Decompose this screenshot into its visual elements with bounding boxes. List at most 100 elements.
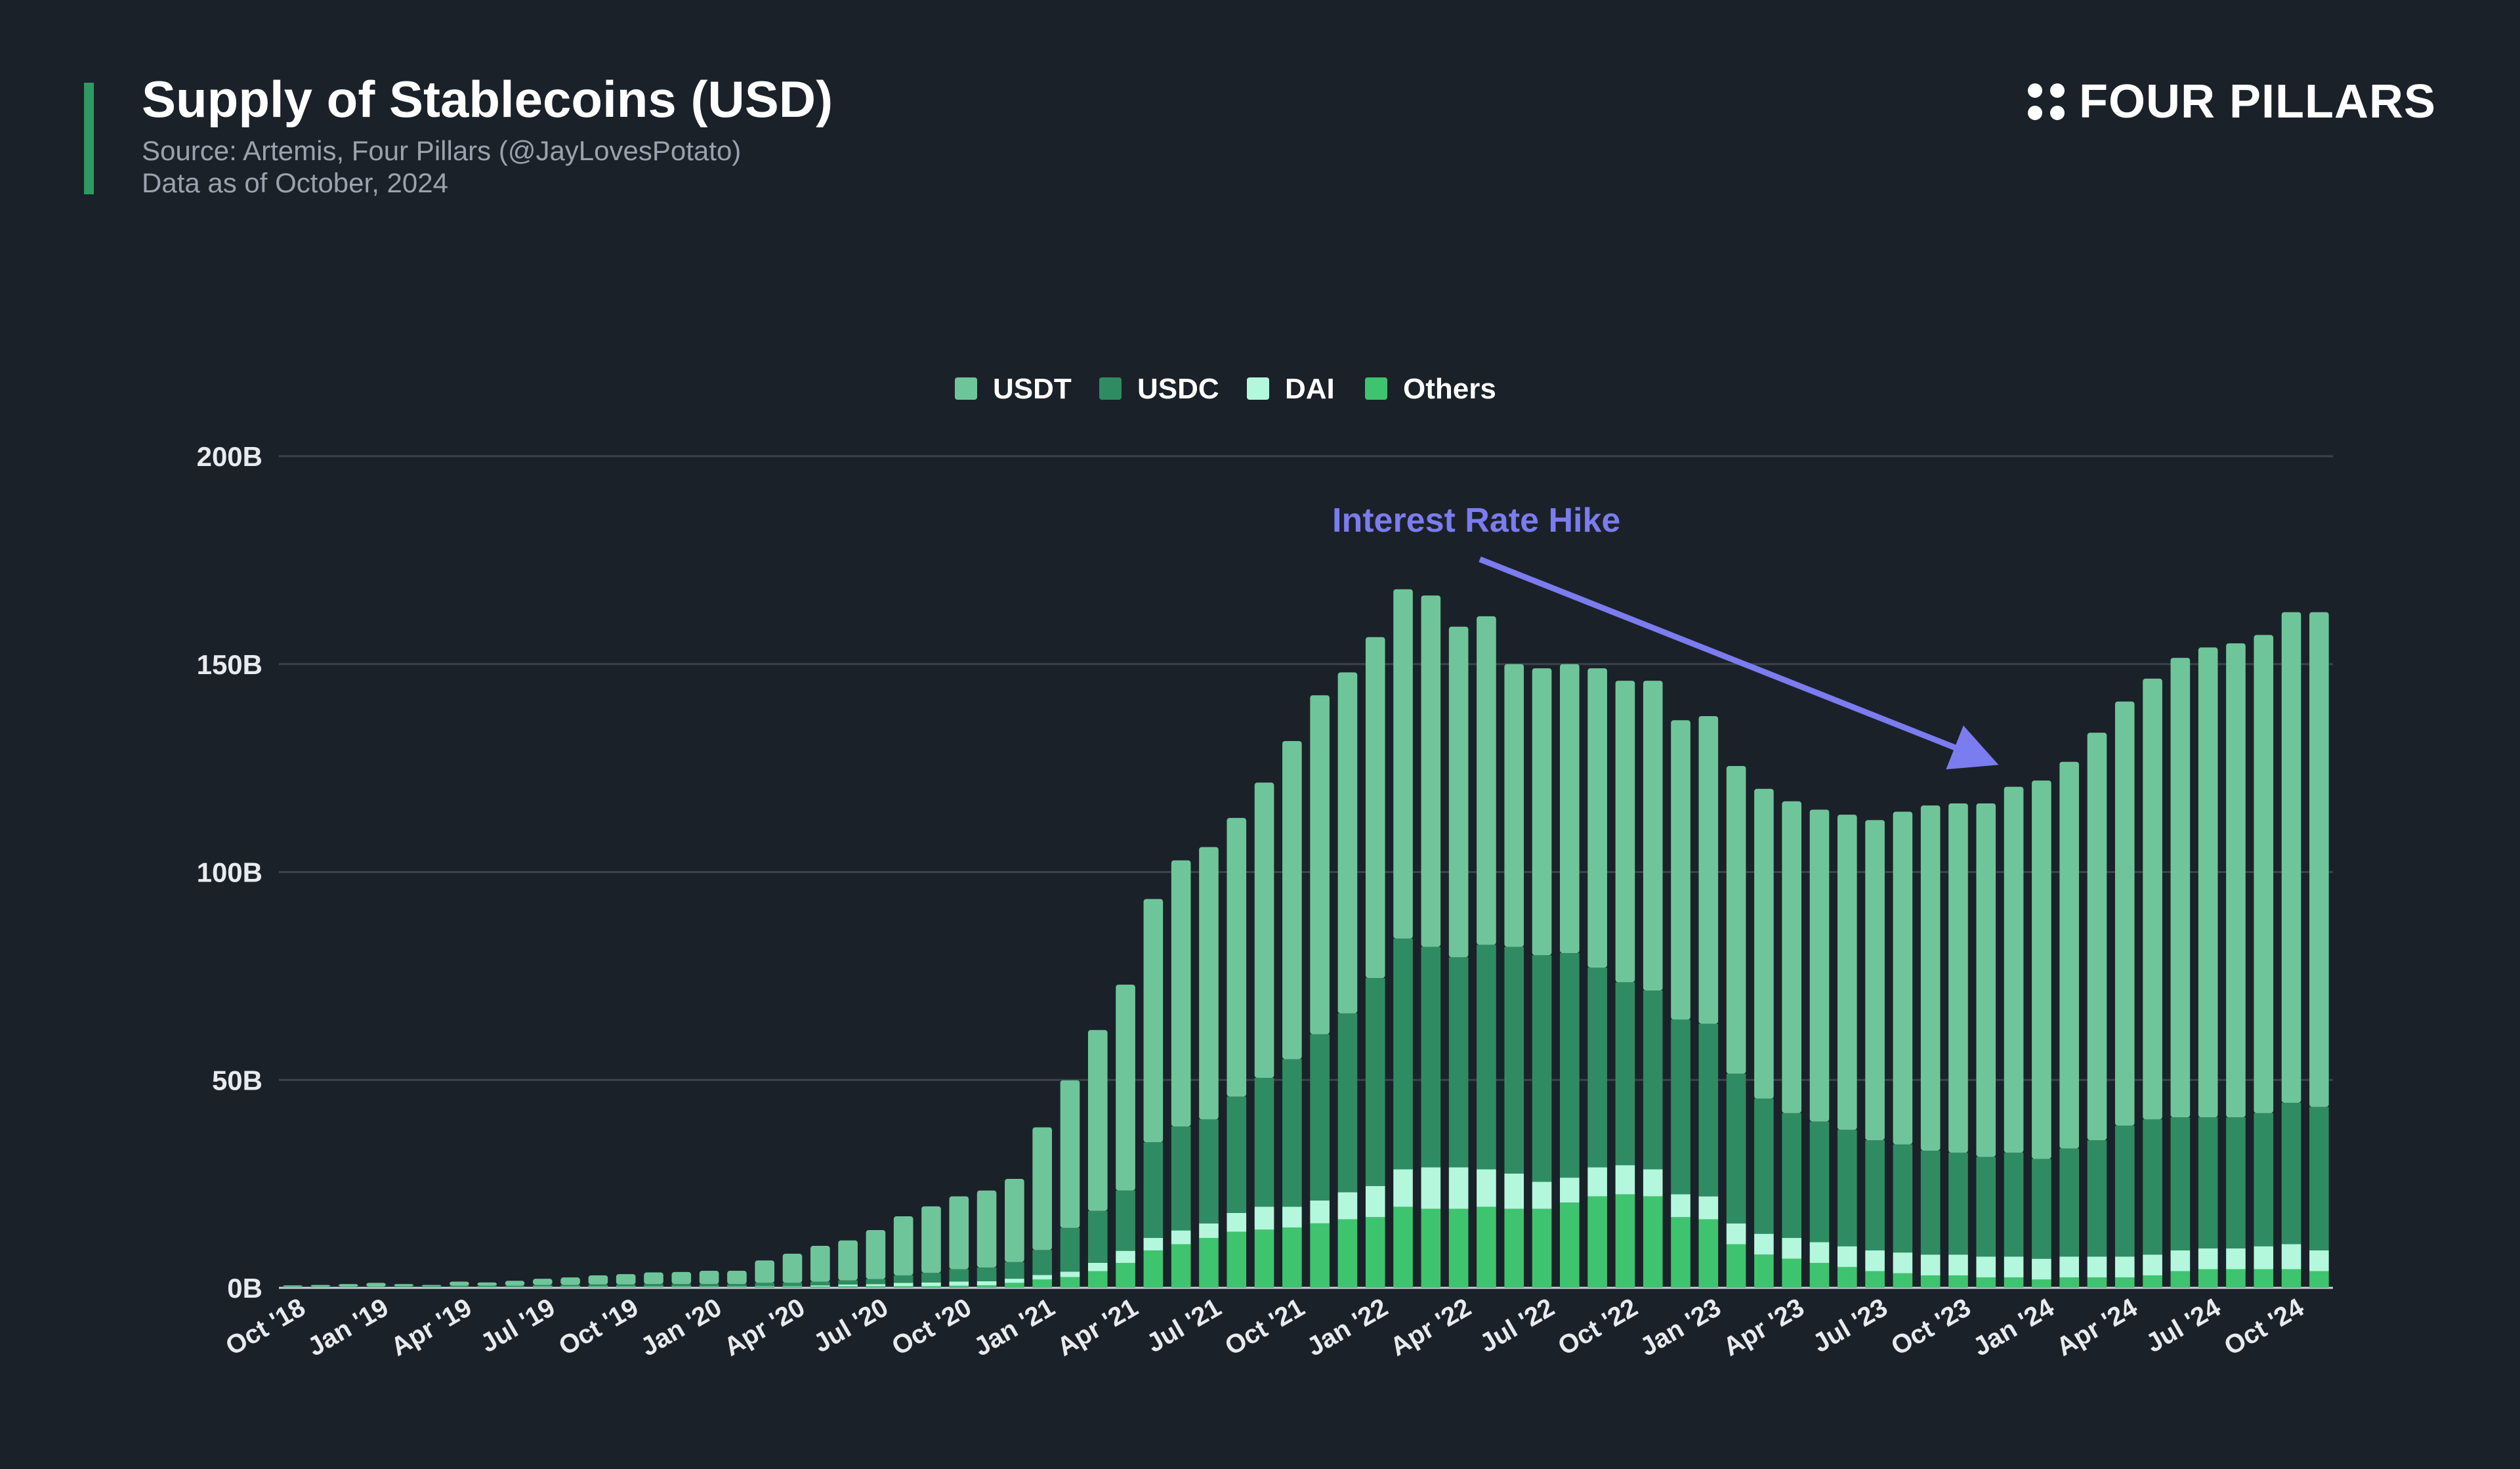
bar-segment-others (560, 1287, 580, 1288)
bar-segment-dai (338, 1287, 358, 1288)
bar-segment-dai (1671, 1194, 1690, 1218)
bar-segment-usdc (866, 1279, 886, 1285)
bar-segment-others (1393, 1206, 1413, 1288)
bar-segment-usdc (1671, 1019, 1690, 1195)
bar-segment-others (2004, 1277, 2024, 1288)
bar-segment-usdt (838, 1240, 858, 1281)
y-tick-label: 50B (212, 1065, 262, 1096)
bar-segment-dai (1421, 1167, 1441, 1209)
bar-segment-usdc (1948, 1153, 1968, 1255)
bar-segment-dai (1726, 1223, 1746, 1245)
bar-segment-dai (421, 1287, 442, 1288)
bar-segment-others (310, 1287, 331, 1288)
bar-segment-usdt (2281, 612, 2301, 1103)
bar-segment-usdc (1920, 1150, 1941, 1255)
bar-segment-others (421, 1287, 442, 1288)
bar-segment-usdc (2309, 1107, 2329, 1250)
bar-segment-others (505, 1287, 525, 1288)
bar-segment-usdc (1087, 1210, 1108, 1263)
bar-segment-usdt (2170, 658, 2191, 1118)
bar-segment-usdc (976, 1267, 997, 1281)
bar-segment-dai (2032, 1258, 2051, 1280)
bar-segment-usdt (921, 1206, 941, 1273)
bar-segment-dai (1976, 1256, 1996, 1278)
bar-segment-usdc (1365, 978, 1385, 1186)
bar-segment-usdc (1282, 1059, 1302, 1207)
bar-segment-dai (450, 1287, 469, 1288)
bar-segment-usdc (533, 1285, 553, 1287)
bar-segment-others (893, 1286, 914, 1288)
bar-segment-dai (1837, 1246, 1857, 1267)
bar-segment-usdt (2254, 635, 2274, 1113)
legend-swatch-others (1365, 377, 1387, 400)
bar-segment-others (2059, 1277, 2079, 1288)
bar-segment-others (1893, 1273, 1913, 1288)
bar-segment-usdc (1171, 1126, 1191, 1231)
bar-segment-usdc (1587, 968, 1607, 1168)
header-accent-bar (84, 83, 94, 194)
bar-segment-others (1865, 1271, 1885, 1288)
bar-segment-usdc (1337, 1013, 1358, 1193)
bar-segment-usdc (2281, 1103, 2301, 1245)
four-dots-logo-icon (2028, 83, 2065, 120)
bar-segment-usdc (1976, 1157, 1996, 1257)
bar-segment-dai (1005, 1279, 1024, 1283)
bar-segment-others (1448, 1208, 1469, 1288)
annotation-label: Interest Rate Hike (1332, 501, 1620, 540)
bar-segment-others (1698, 1219, 1719, 1288)
bar-segment-dai (2143, 1254, 2162, 1275)
bar-segment-others (1199, 1237, 1219, 1288)
bar-segment-usdc (505, 1285, 525, 1287)
bar-segment-usdc (699, 1284, 719, 1287)
bar-segment-dai (921, 1282, 941, 1287)
y-tick-label: 200B (197, 441, 262, 472)
bar-segment-dai (2198, 1248, 2218, 1269)
bar-segment-usdt (338, 1284, 358, 1287)
bar-segment-usdt (1976, 803, 1996, 1157)
bar-segment-dai (755, 1286, 775, 1287)
bar-segment-dai (1754, 1233, 1774, 1255)
bar-segment-dai (1116, 1250, 1135, 1263)
bar-segment-dai (2309, 1250, 2329, 1271)
bar-segment-dai (893, 1283, 914, 1287)
bar-segment-usdt (2143, 678, 2162, 1120)
bar-segment-usdt (1005, 1179, 1024, 1262)
x-tick-label: Oct '21 (1220, 1293, 1309, 1361)
bar-segment-usdt (616, 1274, 636, 1285)
bar-segment-usdt (1809, 809, 1830, 1122)
bar-segment-usdc (2198, 1117, 2218, 1248)
bar-segment-dai (1809, 1242, 1830, 1263)
bar-segment-usdc (1310, 1034, 1330, 1201)
bar-segment-usdc (949, 1269, 969, 1282)
bar-segment-usdt (1448, 626, 1469, 958)
bar-segment-others (1809, 1262, 1830, 1288)
bar-segment-dai (310, 1287, 331, 1288)
bar-segment-usdc (450, 1285, 469, 1287)
bar-segment-usdc (1532, 955, 1552, 1182)
bar-segment-usdt (727, 1271, 747, 1285)
bar-segment-usdc (2032, 1159, 2051, 1259)
bar-segment-dai (2170, 1250, 2191, 1271)
bar-segment-dai (366, 1287, 386, 1288)
bar-segment-usdt (2226, 643, 2246, 1118)
bar-segment-others (1587, 1196, 1607, 1288)
bar-segment-others (1837, 1267, 1857, 1288)
bar-segment-dai (1337, 1192, 1358, 1220)
bar-segment-usdt (1171, 860, 1191, 1127)
date-note: Data as of October, 2024 (142, 167, 448, 198)
bar-segment-dai (838, 1284, 858, 1287)
bar-segment-usdc (1837, 1130, 1857, 1246)
bar-segment-usdt (588, 1275, 608, 1285)
bar-segment-usdt (450, 1281, 469, 1286)
annotation-arrow (1479, 556, 1999, 770)
bar-segment-others (1643, 1196, 1663, 1288)
bar-segment-usdc (560, 1285, 580, 1287)
bar-segment-usdc (1060, 1227, 1080, 1272)
bar-segment-others (1948, 1275, 1968, 1288)
bar-segment-dai (810, 1285, 830, 1287)
bar-segment-usdt (1726, 765, 1746, 1074)
bar-segment-usdt (1643, 681, 1663, 991)
legend-swatch-usdc (1099, 377, 1122, 400)
bar-segment-others (2198, 1269, 2218, 1288)
bar-segment-usdc (1199, 1119, 1219, 1224)
